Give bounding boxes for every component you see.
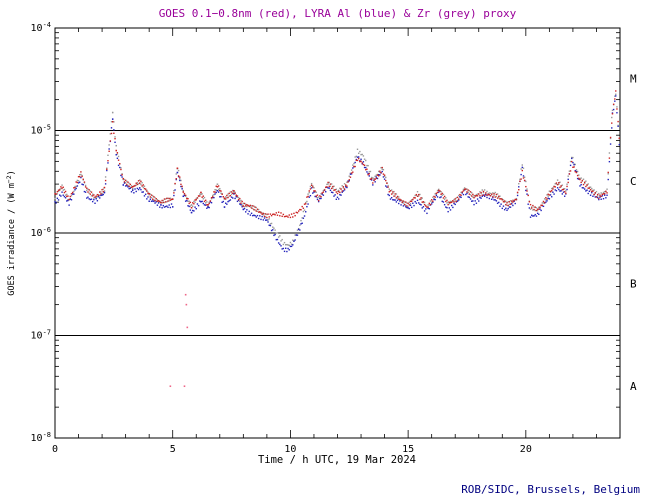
outlier-dots: [169, 293, 189, 388]
series-lyra-al: [54, 95, 620, 253]
series-layer: [54, 90, 620, 388]
flare-class-label-B: B: [630, 278, 637, 291]
axes-layer: 10-4 10-5 10-6 10-7 10-80 5 10 15 20 M C B A GOES irr…: [5, 21, 637, 455]
svg-text:10-4: 10-4: [31, 21, 51, 34]
svg-text:15: 15: [402, 444, 414, 455]
plot-title: GOES 0.1−0.8nm (red), LYRA Al (blue) & Z…: [158, 7, 517, 20]
series-lyra-zr-proxy: [54, 93, 620, 247]
svg-text:10-7: 10-7: [31, 329, 51, 342]
svg-text:20: 20: [520, 444, 532, 455]
flare-class-label-C: C: [630, 175, 637, 188]
credit-text: ROB/SIDC, Brussels, Belgium: [461, 483, 640, 496]
y-axis-label: GOES irradiance / (W m−2): [5, 170, 17, 296]
svg-text:10-5: 10-5: [31, 124, 51, 137]
flare-class-label-M: M: [630, 73, 637, 86]
svg-text:5: 5: [170, 444, 176, 455]
svg-text:10-6: 10-6: [31, 226, 51, 239]
flare-class-label-A: A: [630, 380, 637, 393]
svg-text:0: 0: [52, 444, 58, 455]
x-axis-label: Time / h UTC, 19 Mar 2024: [258, 454, 416, 466]
series-goes-0-1-0-8nm: [54, 90, 620, 219]
svg-text:10: 10: [284, 444, 296, 455]
svg-text:10-8: 10-8: [31, 431, 51, 444]
